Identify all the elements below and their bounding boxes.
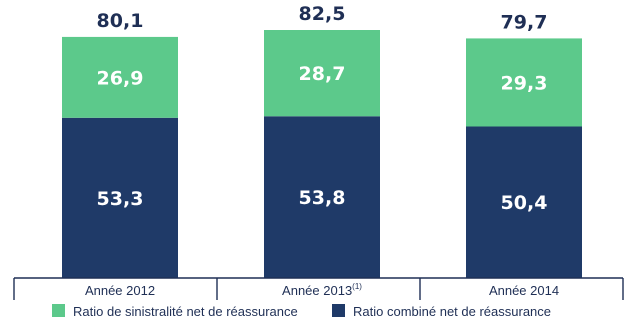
bar-value-label: 26,9 [97,67,144,89]
legend: Ratio de sinistralité net de réassurance… [52,304,551,319]
bar-value-label: 29,3 [501,72,548,94]
legend-label: Ratio de sinistralité net de réassurance [73,304,298,319]
bars-group: 53,3 26,9 80,1 53,8 28,7 82,5 50,4 29,3 79,7 [62,3,582,279]
legend-swatch [52,304,65,317]
bar-combine-1 [62,117,178,278]
x-axis: Année 2012 Année 2013(1) Année 2014 [13,277,624,300]
x-tick-label: Année 2013(1) [282,282,362,298]
bar-value-label: 53,8 [299,187,346,209]
bar-value-label: 53,3 [97,188,144,210]
bar-total-label: 79,7 [501,11,548,33]
bar-value-label: 28,7 [299,63,346,85]
bar-sinistralite-2 [264,30,380,117]
bar-combine-3 [466,126,582,279]
bar-sinistralite-1 [62,36,178,118]
x-tick-text: Année 2014 [489,283,559,298]
legend-swatch [332,304,345,317]
x-tick-text: Année 2012 [85,283,155,298]
x-tick-label: Année 2012 [85,283,155,298]
bar-sinistralite-3 [466,38,582,127]
x-tick-text: Année 2013 [282,283,352,298]
bar-combine-2 [264,116,380,278]
legend-label: Ratio combiné net de réassurance [353,304,551,319]
bar-total-label: 80,1 [97,10,144,32]
x-tick-label: Année 2014 [489,283,559,298]
bar-value-label: 50,4 [501,192,548,214]
bar-total-label: 82,5 [299,3,346,25]
x-tick-superscript: (1) [352,282,362,291]
